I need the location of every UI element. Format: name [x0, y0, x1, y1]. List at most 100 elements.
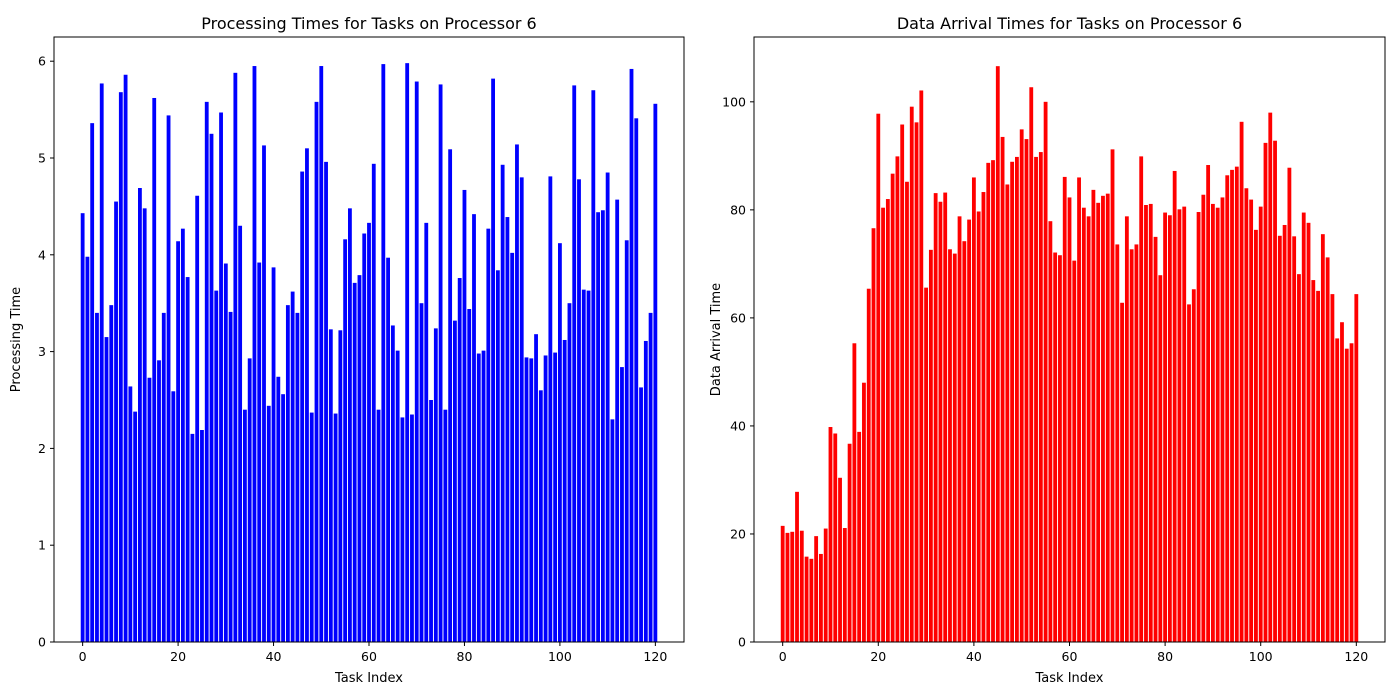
bar-series [780, 66, 1359, 643]
bar-task-44 [290, 291, 295, 642]
bar-task-118 [643, 340, 648, 642]
bar-task-75 [1139, 156, 1144, 642]
bar-task-113 [620, 367, 624, 642]
bar-task-18 [166, 115, 171, 642]
bar-task-35 [247, 358, 252, 642]
bar-task-112 [1316, 290, 1320, 642]
bar-task-73 [1129, 249, 1134, 643]
bar-task-3 [95, 312, 99, 642]
bar-task-34 [943, 192, 948, 642]
bar-task-78 [453, 320, 457, 642]
bar-task-35 [948, 249, 952, 643]
bar-task-56 [348, 208, 352, 642]
bar-task-23 [890, 173, 895, 643]
bar-task-66 [395, 350, 400, 642]
bar-task-76 [1144, 205, 1148, 642]
bar-task-103 [572, 85, 577, 642]
bar-task-61 [371, 163, 376, 642]
bar-task-112 [615, 199, 620, 642]
bar-task-59 [1062, 176, 1067, 642]
bar-task-104 [577, 179, 581, 643]
bar-task-108 [596, 212, 600, 642]
bar-task-102 [567, 303, 572, 642]
bar-task-49 [1015, 156, 1019, 643]
bar-task-81 [1167, 215, 1172, 642]
bar-task-76 [443, 409, 448, 642]
bar-task-102 [1268, 112, 1273, 643]
bar-task-6 [109, 305, 114, 642]
bar-task-58 [1058, 255, 1062, 643]
bar-task-54 [1038, 152, 1043, 642]
bar-task-21 [881, 207, 885, 642]
bar-task-25 [200, 430, 204, 642]
bar-task-49 [314, 101, 319, 643]
bar-task-0 [780, 525, 785, 642]
bar-task-15 [852, 343, 857, 642]
bar-task-106 [1287, 167, 1292, 642]
bar-task-118 [1344, 348, 1349, 642]
bar-task-42 [281, 394, 285, 642]
x-axis-ticks: 0 20 40 60 80 100 120 [79, 642, 667, 664]
bar-task-32 [933, 193, 938, 643]
bar-task-91 [1215, 207, 1220, 642]
bar-task-87 [1196, 212, 1201, 642]
bar-task-4 [799, 530, 804, 642]
bar-task-50 [1019, 129, 1024, 642]
bar-task-69 [410, 414, 414, 642]
bar-task-89 [505, 217, 510, 643]
y-tick-label: 2 [38, 441, 46, 456]
bar-task-109 [600, 210, 605, 642]
x-tick-label: 100 [548, 649, 572, 664]
bar-task-37 [957, 216, 962, 642]
bar-task-43 [285, 305, 290, 642]
bar-task-26 [204, 101, 209, 643]
bar-task-53 [333, 413, 338, 642]
bar-task-111 [1311, 280, 1316, 642]
bar-task-92 [519, 177, 524, 643]
bar-task-74 [433, 328, 438, 642]
bar-task-36 [252, 66, 257, 643]
y-tick-label: 4 [38, 247, 46, 262]
bar-task-45 [995, 66, 1000, 643]
y-axis-ticks: 0 20 40 60 80 100 [722, 94, 754, 650]
bar-task-71 [1120, 302, 1124, 642]
bar-task-10 [828, 427, 833, 642]
bar-task-4 [99, 83, 104, 642]
bar-task-64 [1086, 216, 1091, 642]
x-tick-label: 0 [79, 649, 87, 664]
bar-task-5 [104, 337, 109, 642]
bar-task-117 [639, 387, 643, 642]
bar-task-0 [80, 213, 85, 642]
bar-task-29 [219, 112, 223, 642]
data-arrival-times-chart: Data Arrival Times for Tasks on Processo… [709, 14, 1386, 686]
bar-task-91 [515, 144, 519, 642]
bar-task-1 [785, 532, 790, 642]
bar-task-116 [634, 118, 639, 642]
bar-task-27 [209, 133, 214, 643]
bar-task-16 [857, 431, 862, 642]
bar-task-82 [472, 214, 476, 642]
x-tick-label: 60 [361, 649, 377, 664]
bar-task-31 [228, 311, 233, 642]
bar-task-101 [562, 339, 567, 642]
bar-task-3 [795, 491, 799, 642]
bar-task-88 [1201, 194, 1206, 643]
bar-task-46 [300, 171, 305, 643]
bar-task-31 [928, 249, 933, 642]
axes-frame [753, 36, 1386, 643]
bar-task-7 [814, 536, 819, 643]
bar-task-51 [1024, 139, 1029, 642]
bar-task-13 [842, 528, 847, 642]
bar-task-56 [1048, 221, 1053, 642]
bar-task-20 [176, 241, 180, 642]
bar-task-96 [538, 390, 543, 642]
bar-task-103 [1273, 140, 1277, 642]
bar-task-1 [85, 256, 90, 642]
bar-task-52 [328, 329, 333, 642]
bar-task-60 [367, 222, 371, 643]
bar-task-72 [424, 222, 429, 643]
bar-task-70 [414, 81, 419, 642]
bar-task-66 [1096, 202, 1101, 642]
bar-task-50 [319, 66, 324, 643]
y-tick-label: 5 [38, 151, 46, 166]
